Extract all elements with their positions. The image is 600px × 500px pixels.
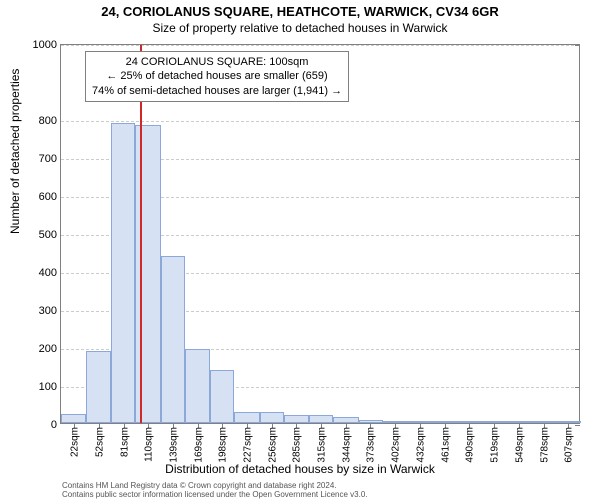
y-tick-label: 300 [39, 305, 61, 317]
x-tick-label: 315sqm [315, 427, 328, 463]
y-tick-mark [575, 387, 580, 388]
y-tick-mark [575, 121, 580, 122]
x-tick-label: 169sqm [191, 427, 204, 463]
y-tick-label: 400 [39, 267, 61, 279]
x-tick-label: 110sqm [142, 427, 155, 462]
y-tick-label: 1000 [33, 39, 61, 51]
x-tick-label: 344sqm [339, 427, 352, 463]
x-tick-label: 373sqm [364, 427, 377, 463]
y-tick-label: 0 [51, 419, 61, 431]
footer-text: Contains HM Land Registry data © Crown c… [62, 481, 368, 499]
histogram-bar [284, 415, 309, 423]
info-line-1: 24 CORIOLANUS SQUARE: 100sqm [92, 55, 342, 69]
x-tick-label: 519sqm [487, 427, 500, 463]
chart-container: 24, CORIOLANUS SQUARE, HEATHCOTE, WARWIC… [0, 0, 600, 500]
x-axis-label: Distribution of detached houses by size … [0, 462, 600, 476]
chart-title: 24, CORIOLANUS SQUARE, HEATHCOTE, WARWIC… [0, 0, 600, 19]
y-tick-label: 800 [39, 115, 61, 127]
histogram-bar [111, 123, 136, 423]
histogram-bar [185, 349, 210, 423]
x-tick-label: 256sqm [265, 427, 278, 463]
x-tick-label: 139sqm [166, 427, 179, 463]
x-tick-label: 432sqm [414, 427, 427, 463]
y-tick-mark [575, 311, 580, 312]
histogram-bar [309, 415, 334, 423]
x-tick-label: 52sqm [93, 427, 106, 457]
x-tick-label: 549sqm [513, 427, 526, 463]
x-tick-label: 402sqm [388, 427, 401, 463]
x-tick-label: 285sqm [290, 427, 303, 463]
y-tick-mark [575, 349, 580, 350]
chart-subtitle: Size of property relative to detached ho… [0, 19, 600, 35]
x-tick-label: 578sqm [537, 427, 550, 463]
y-axis-label: Number of detached properties [8, 69, 22, 234]
info-line-2: ← 25% of detached houses are smaller (65… [92, 69, 342, 83]
x-tick-label: 461sqm [438, 427, 451, 463]
plot-area: 0100200300400500600700800100022sqm52sqm8… [60, 44, 580, 424]
y-tick-label: 100 [39, 381, 61, 393]
histogram-bar [260, 412, 285, 423]
y-tick-mark [575, 235, 580, 236]
info-box: 24 CORIOLANUS SQUARE: 100sqm ← 25% of de… [85, 51, 349, 102]
x-tick-label: 22sqm [67, 427, 80, 457]
y-tick-label: 600 [39, 191, 61, 203]
x-tick-label: 490sqm [463, 427, 476, 463]
y-tick-label: 700 [39, 153, 61, 165]
y-tick-mark [575, 45, 580, 46]
histogram-bar [86, 351, 111, 423]
histogram-bar [161, 256, 186, 423]
histogram-bar [210, 370, 235, 423]
footer-line-2: Contains public sector information licen… [62, 490, 368, 499]
info-line-3: 74% of semi-detached houses are larger (… [92, 84, 342, 98]
x-tick-label: 607sqm [562, 427, 575, 463]
y-tick-mark [575, 273, 580, 274]
y-tick-mark [575, 159, 580, 160]
y-tick-mark [575, 425, 580, 426]
y-tick-label: 200 [39, 343, 61, 355]
y-tick-mark [575, 197, 580, 198]
footer-line-1: Contains HM Land Registry data © Crown c… [62, 481, 368, 490]
y-tick-label: 500 [39, 229, 61, 241]
x-tick-label: 198sqm [216, 427, 229, 463]
histogram-bar [234, 412, 259, 423]
histogram-bar [61, 414, 86, 424]
x-tick-label: 227sqm [241, 427, 254, 463]
x-tick-label: 81sqm [117, 427, 130, 457]
